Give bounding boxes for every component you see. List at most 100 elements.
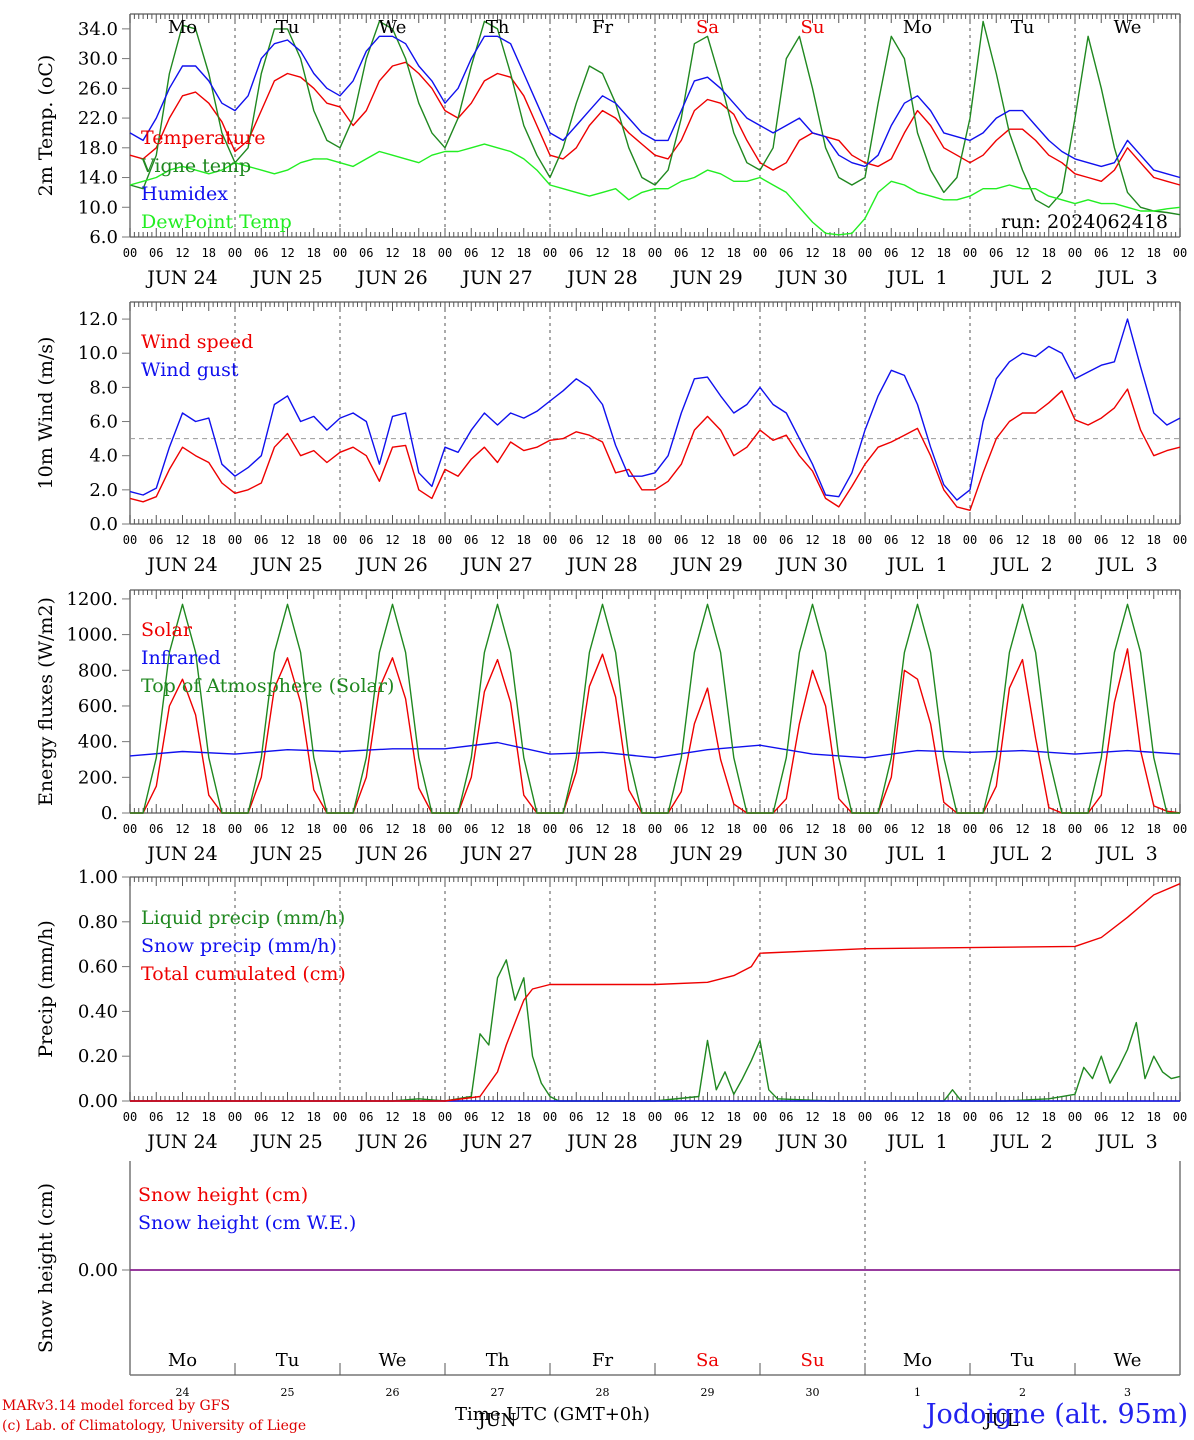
hour-tick-label: 00 — [333, 246, 347, 260]
hour-tick-label: 18 — [1042, 1110, 1056, 1124]
weekday-label: Th — [486, 1350, 510, 1371]
hour-tick-label: 12 — [175, 533, 189, 547]
hour-tick-label: 06 — [359, 822, 373, 836]
hour-tick-label: 06 — [464, 1110, 478, 1124]
hour-tick-label: 00 — [1068, 533, 1082, 547]
day-label: JUN 25 — [250, 1131, 322, 1153]
hour-tick-label: 18 — [1042, 822, 1056, 836]
hour-tick-label: 06 — [989, 1110, 1003, 1124]
hour-tick-label: 00 — [438, 533, 452, 547]
day-label: JUL 3 — [1095, 843, 1157, 865]
hour-tick-label: 12 — [700, 533, 714, 547]
day-number-label: 29 — [701, 1386, 715, 1399]
y-tick-label: 600. — [78, 696, 118, 717]
hour-tick-label: 06 — [569, 246, 583, 260]
weekday-label: We — [1114, 1350, 1142, 1371]
hour-tick-label: 00 — [858, 246, 872, 260]
hour-tick-label: 00 — [963, 822, 977, 836]
hour-tick-label: 12 — [1015, 822, 1029, 836]
day-label: JUN 27 — [460, 843, 532, 865]
y-tick-label: 0. — [101, 803, 118, 824]
hour-tick-label: 00 — [753, 533, 767, 547]
day-label: JUN 26 — [355, 843, 427, 865]
day-label: JUN 30 — [775, 554, 847, 576]
hour-tick-label: 12 — [280, 246, 294, 260]
day-label: JUN 27 — [460, 554, 532, 576]
hour-tick-label: 12 — [280, 822, 294, 836]
weekday-label: Mo — [903, 1350, 932, 1371]
y-axis-title: 10m Wind (m/s) — [35, 337, 57, 490]
day-number-label: 1 — [914, 1386, 921, 1399]
legend-entry: Humidex — [141, 183, 228, 205]
month-label: JUL — [982, 1410, 1018, 1431]
day-label: JUL 1 — [885, 1131, 947, 1153]
hour-tick-label: 00 — [648, 822, 662, 836]
hour-tick-label: 18 — [937, 533, 951, 547]
hour-tick-label: 18 — [307, 822, 321, 836]
hour-tick-label: 12 — [595, 822, 609, 836]
weekday-label: Fr — [592, 1350, 613, 1371]
day-label: JUL 3 — [1095, 554, 1157, 576]
hour-tick-label: 12 — [910, 246, 924, 260]
hour-tick-label: 12 — [385, 533, 399, 547]
day-number-label: 25 — [281, 1386, 295, 1399]
hour-tick-label: 18 — [832, 1110, 846, 1124]
hour-tick-label: 18 — [307, 246, 321, 260]
day-number-label: 2 — [1019, 1386, 1026, 1399]
hour-tick-label: 06 — [1094, 246, 1108, 260]
hour-tick-label: 18 — [517, 822, 531, 836]
day-label: JUN 28 — [565, 1131, 637, 1153]
day-label: JUL 2 — [990, 267, 1052, 289]
hour-tick-label: 18 — [622, 246, 636, 260]
y-tick-label: 12.0 — [78, 309, 118, 330]
series-line-liquid-precip-mm-h- — [130, 959, 1181, 1102]
hour-tick-label: 12 — [1120, 1110, 1134, 1124]
legend-entry: Solar — [141, 619, 193, 641]
hour-tick-label: 00 — [1068, 246, 1082, 260]
legend-entry: Wind speed — [141, 331, 253, 353]
hour-tick-label: 00 — [543, 822, 557, 836]
hour-tick-label: 18 — [937, 1110, 951, 1124]
hour-tick-label: 12 — [910, 822, 924, 836]
credit-line-2: (c) Lab. of Climatology, University of L… — [2, 1418, 307, 1434]
hour-tick-label: 00 — [123, 533, 137, 547]
hour-tick-label: 06 — [779, 533, 793, 547]
legend-entry: DewPoint Temp — [141, 211, 292, 233]
weekday-header: We — [379, 17, 407, 38]
y-tick-label: 8.0 — [89, 377, 118, 398]
hour-tick-label: 00 — [543, 533, 557, 547]
hour-tick-label: 00 — [1068, 1110, 1082, 1124]
hour-tick-label: 12 — [1015, 1110, 1029, 1124]
hour-tick-label: 12 — [175, 1110, 189, 1124]
hour-tick-label: 06 — [989, 822, 1003, 836]
hour-tick-label: 18 — [727, 533, 741, 547]
day-label: JUL 3 — [1095, 1131, 1157, 1153]
day-number-label: 28 — [596, 1386, 610, 1399]
hour-tick-label: 06 — [1094, 822, 1108, 836]
legend-entry: Wind gust — [141, 359, 239, 381]
day-label: JUN 29 — [670, 554, 742, 576]
month-label: JUN — [476, 1410, 516, 1431]
run-label: run: 2024062418 — [1001, 211, 1168, 233]
hour-tick-label: 06 — [674, 246, 688, 260]
weekday-label: Mo — [168, 1350, 197, 1371]
hour-tick-label: 12 — [700, 822, 714, 836]
time-axis-label: Time UTC (GMT+0h) — [455, 1404, 650, 1425]
y-tick-label: 6.0 — [89, 412, 118, 433]
hour-tick-label: 00 — [753, 822, 767, 836]
hour-tick-label: 18 — [1042, 533, 1056, 547]
y-axis-title: 2m Temp. (oC) — [35, 55, 57, 197]
hour-tick-label: 12 — [490, 1110, 504, 1124]
legend-entry: Snow height (cm W.E.) — [138, 1212, 356, 1234]
series-line-dewpoint-temp — [129, 143, 1181, 236]
day-number-label: 27 — [491, 1386, 505, 1399]
weekday-header: Tu — [276, 17, 300, 38]
hour-tick-label: 12 — [1120, 246, 1134, 260]
hour-tick-label: 06 — [254, 246, 268, 260]
y-tick-label: 0.40 — [78, 1001, 118, 1022]
legend-entry: Liquid precip (mm/h) — [141, 907, 345, 929]
y-tick-label: 0.00 — [78, 1091, 118, 1112]
hour-tick-label: 18 — [202, 246, 216, 260]
y-tick-label: 0.00 — [78, 1260, 118, 1281]
hour-tick-label: 18 — [1147, 246, 1161, 260]
